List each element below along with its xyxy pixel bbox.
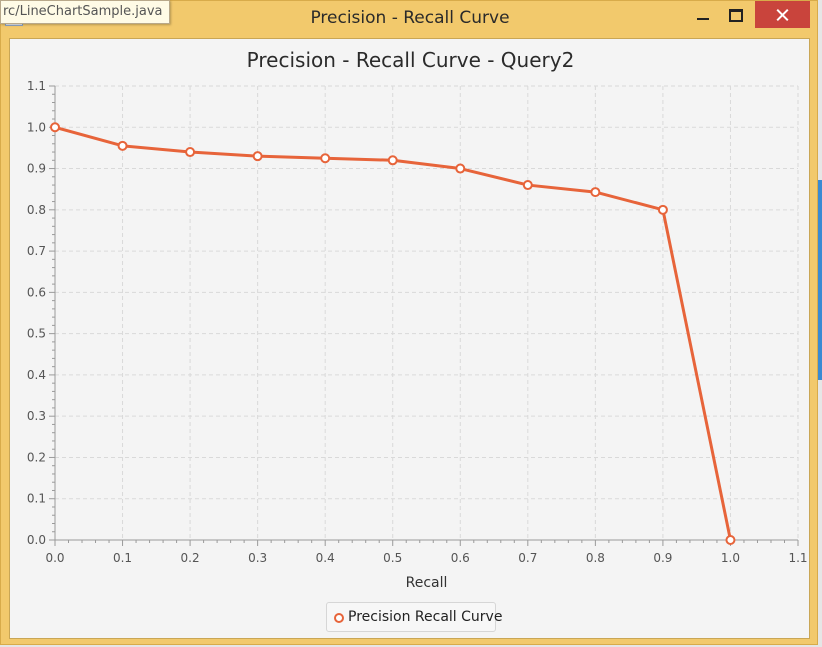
chart-legend: Precision Recall Curve xyxy=(326,602,502,632)
minor-ticks xyxy=(49,85,799,546)
x-tick-label: 1.0 xyxy=(721,551,740,565)
x-tick-label: 0.8 xyxy=(586,551,605,565)
window-title: Precision - Recall Curve xyxy=(310,8,510,28)
minimize-button[interactable] xyxy=(687,1,721,28)
data-point xyxy=(185,147,196,158)
chart-area: Precision - Recall Curve - Query2 0.0 0.1… xyxy=(9,38,810,639)
line-chart: 0.0 0.1 0.2 0.3 0.4 0.5 0.6 0.7 0.8 0.9 1.0 1.1 0.0 0… xyxy=(27,79,808,591)
close-button[interactable] xyxy=(755,1,810,28)
legend-label: Precision Recall Curve xyxy=(348,609,503,625)
background-window-edge xyxy=(818,180,822,380)
y-tick-label: 0.8 xyxy=(27,203,46,217)
x-tick-label: 0.9 xyxy=(653,551,672,565)
data-point xyxy=(455,163,466,174)
maximize-button[interactable] xyxy=(719,1,753,28)
data-point xyxy=(725,535,736,545)
y-tick-label: 0.2 xyxy=(27,450,46,464)
y-tick-label: 0.9 xyxy=(27,162,46,176)
y-tick-label: 0.4 xyxy=(27,368,46,382)
data-point xyxy=(320,153,331,164)
x-tick-label: 0.1 xyxy=(113,551,132,565)
data-point xyxy=(657,204,668,215)
data-point xyxy=(387,155,398,166)
y-tick-label: 0.1 xyxy=(27,492,46,506)
x-tick-label: 0.2 xyxy=(181,551,200,565)
x-tick-label: 1.1 xyxy=(788,551,807,565)
data-point xyxy=(50,122,60,133)
y-tick-label: 0.3 xyxy=(27,409,46,423)
y-tick-label: 1.1 xyxy=(27,79,46,93)
grid-lines xyxy=(55,85,799,540)
x-tick-label: 0.7 xyxy=(518,551,537,565)
legend-marker-icon xyxy=(334,613,344,623)
x-tick-label: 0.6 xyxy=(451,551,470,565)
y-tick-label: 0.6 xyxy=(27,285,46,299)
chart-title: Precision - Recall Curve - Query2 xyxy=(246,48,575,72)
data-point xyxy=(590,187,601,198)
y-tick-label: 0.0 xyxy=(27,533,46,547)
x-tick-label: 0.0 xyxy=(45,551,64,565)
x-tick-label: 0.4 xyxy=(316,551,335,565)
x-tick-label: 0.5 xyxy=(383,551,402,565)
x-axis-label: Recall xyxy=(406,575,448,591)
y-tick-label: 0.5 xyxy=(27,327,46,341)
data-point xyxy=(117,140,128,151)
x-tick-label: 0.3 xyxy=(248,551,267,565)
title-bar[interactable]: Precision - Recall Curve xyxy=(1,1,817,37)
y-tick-label: 0.7 xyxy=(27,244,46,258)
data-point xyxy=(522,180,533,191)
file-tooltip: rc/LineChartSample.java xyxy=(0,0,170,24)
data-point xyxy=(252,151,263,162)
y-tick-label: 1.0 xyxy=(27,120,46,134)
